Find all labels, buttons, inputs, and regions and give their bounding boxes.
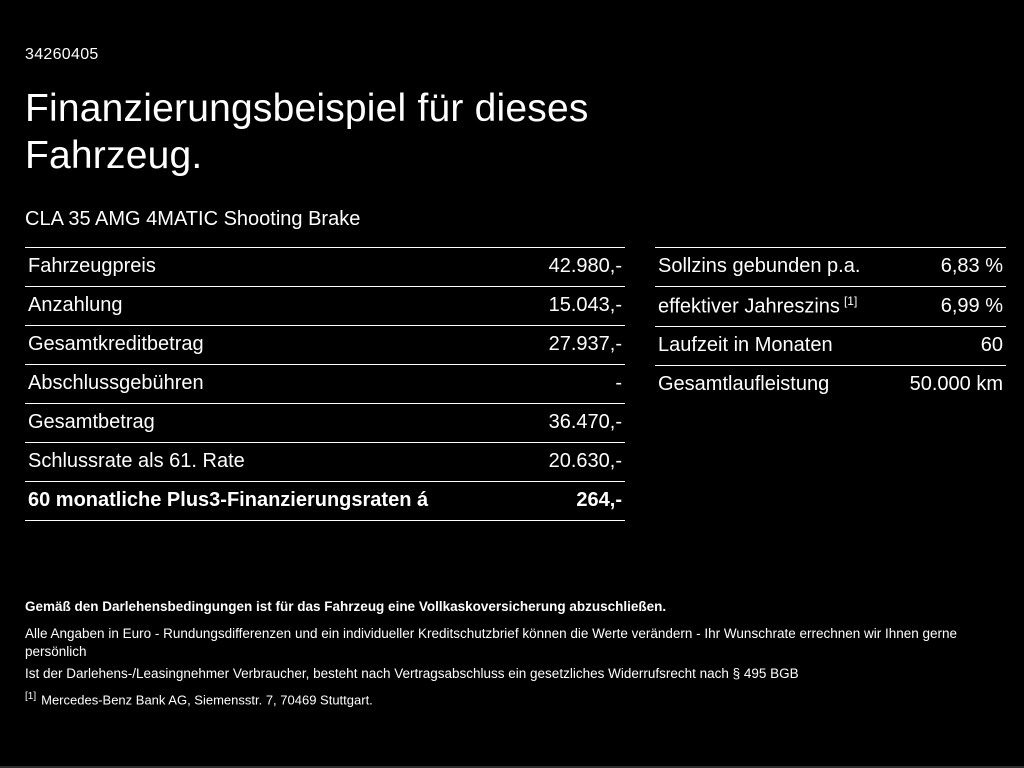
footnote-reference: [1] [843,293,858,308]
row-label: 60 monatliche Plus3-Finanzierungsraten á [28,488,429,511]
financing-tables: Fahrzeugpreis 42.980,- Anzahlung 15.043,… [25,246,1006,521]
insurance-notice: Gemäß den Darlehensbedingungen ist für d… [25,599,667,614]
row-value: - [615,371,622,394]
row-label: Abschlussgebühren [28,371,204,394]
row-value: 36.470,- [548,410,622,433]
row-value: 6,99 % [940,295,1003,318]
row-label: effektiver Jahreszins [1] [658,294,857,319]
row-value: 15.043,- [548,293,622,316]
row-value: 6,83 % [940,254,1003,277]
financing-conditions-table: Sollzins gebunden p.a. 6,83 % effektiver… [655,246,1006,405]
row-label: Gesamtlaufleistung [658,373,830,396]
row-label: Anzahlung [28,293,123,316]
row-value: 264,- [576,488,622,511]
row-label: Laufzeit in Monaten [658,334,833,357]
row-value: 20.630,- [548,449,622,472]
table-row: Gesamtlaufleistung 50.000 km [655,365,1006,404]
page-title: Finanzierungsbeispiel für dieses Fahrzeu… [25,87,589,177]
table-row: Schlussrate als 61. Rate 20.630,- [25,441,625,481]
table-row: Anzahlung 15.043,- [25,285,625,325]
row-value: 42.980,- [548,254,622,277]
financing-details-table: Fahrzeugpreis 42.980,- Anzahlung 15.043,… [25,246,625,521]
table-row: Abschlussgebühren - [25,363,625,403]
document-id: 34260405 [25,46,99,63]
table-row-monthly-rate: 60 monatliche Plus3-Finanzierungsraten á… [25,480,625,521]
row-label: Gesamtbetrag [28,410,155,433]
disclaimer-line: Alle Angaben in Euro - Rundungsdifferenz… [25,626,958,660]
row-value: 60 [980,334,1003,357]
table-row: Sollzins gebunden p.a. 6,83 % [655,246,1006,286]
row-value: 50.000 km [909,373,1003,396]
footnote-marker: [1] [25,690,37,702]
row-value: 27.937,- [548,332,622,355]
footnote-text: Mercedes-Benz Bank AG, Siemensstr. 7, 70… [41,692,373,708]
table-row: Fahrzeugpreis 42.980,- [25,246,625,286]
legal-footer: Gemäß den Darlehensbedingungen ist für d… [25,598,999,709]
table-row: Gesamtbetrag 36.470,- [25,402,625,442]
row-label: Fahrzeugpreis [28,254,156,277]
row-label: Sollzins gebunden p.a. [658,254,861,277]
disclaimer-line: Ist der Darlehens-/Leasingnehmer Verbrau… [25,665,799,681]
row-label-text: effektiver Jahreszins [658,295,840,318]
row-label: Gesamtkreditbetrag [28,332,204,355]
bank-footnote: [1] Mercedes-Benz Bank AG, Siemensstr. 7,… [25,690,999,709]
table-row: effektiver Jahreszins [1] 6,99 % [655,285,1006,327]
table-row: Laufzeit in Monaten 60 [655,326,1006,365]
bottom-divider [0,766,1024,768]
row-label: Schlussrate als 61. Rate [28,449,245,472]
vehicle-model: CLA 35 AMG 4MATIC Shooting Brake [25,207,361,230]
table-row: Gesamtkreditbetrag 27.937,- [25,324,625,364]
